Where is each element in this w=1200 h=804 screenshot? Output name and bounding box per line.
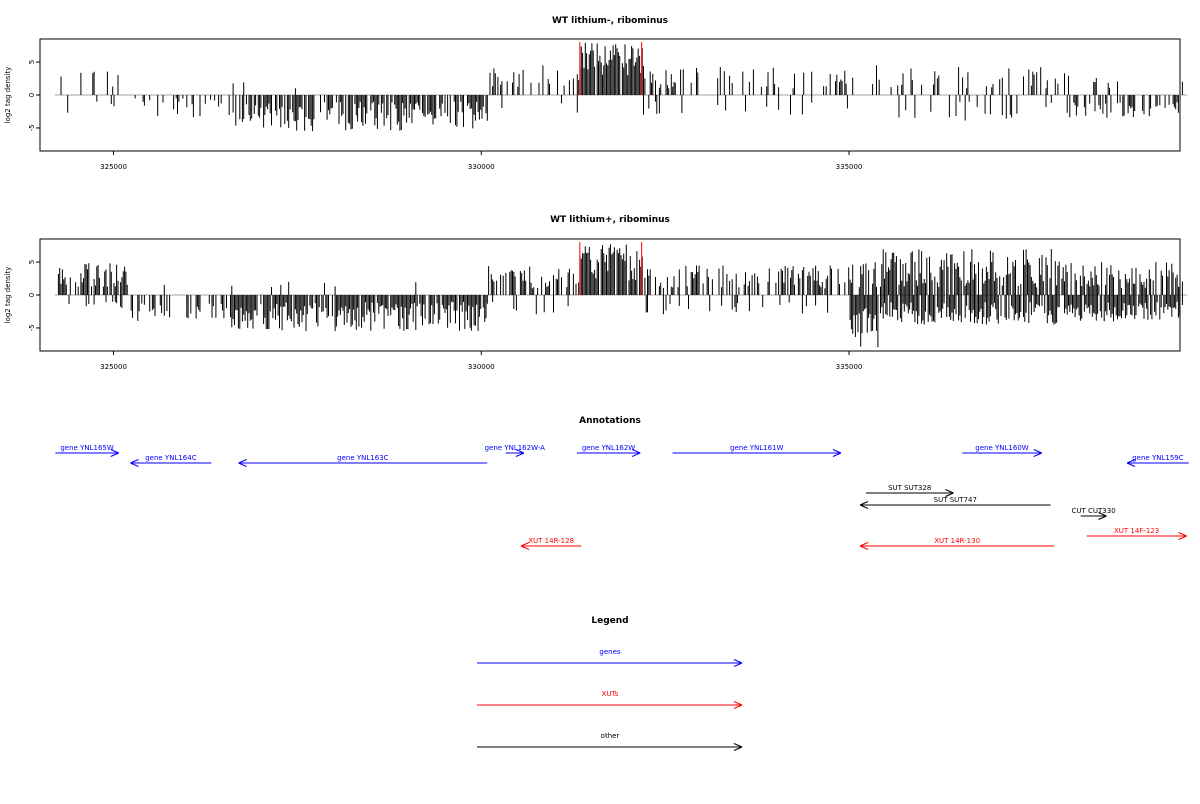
feature-label: XUT 14R-130 [934,537,980,545]
legend-title: Legend [591,616,628,626]
legend-arrow-genes [477,659,743,667]
feature-label: gene YNL160W [975,444,1028,452]
feature-label: gene YNL165W [60,444,113,452]
feature-arrow-gene-ynl160w [962,449,1042,457]
feature-arrow-gene-ynl164c [130,459,212,467]
feature-label: SUT SUT328 [888,484,931,492]
y-tick-label: 5 [28,260,36,264]
x-tick-label: 335000 [836,163,863,171]
legend-label: XUTs [602,690,619,698]
density-bars-plus [60,42,1183,95]
panel-1: WT lithium-, ribominus log2 tag density … [4,16,1188,171]
feature-arrow-gene-ynl163c [238,459,488,467]
density-bars-minus [68,295,1183,348]
y-tick-label: -5 [28,124,36,131]
x-tick-label: 330000 [468,163,495,171]
panel-1-ylabel: log2 tag density [4,67,12,124]
y-tick-label: 0 [28,293,36,297]
feature-label: gene YNL163C [337,454,388,462]
feature-arrow-gene-ynl162w-a [505,449,525,457]
feature-arrow-gene-ynl165w [55,449,119,457]
density-bars-plus [57,244,1183,295]
feature-arrow-gene-ynl161w [672,449,842,457]
panel-2: WT lithium+, ribominus log2 tag density … [4,215,1188,371]
density-bars-minus [67,95,1179,132]
legend-arrow-other [477,743,743,751]
feature-label: XUT 14F-123 [1114,527,1159,535]
feature-arrow-sut-sut328 [865,489,954,497]
x-tick-label: 330000 [468,363,495,371]
feature-arrow-xut-14r-130 [859,542,1055,550]
annotations-panel: Annotations gene YNL165W gene YNL164C gene… [55,416,1189,550]
panel-1-title: WT lithium-, ribominus [552,16,668,26]
feature-arrow-sut-sut747 [859,501,1051,509]
feature-arrow-gene-ynl162w [576,449,641,457]
feature-label: gene YNL164C [145,454,196,462]
y-tick-label: 5 [28,60,36,64]
legend-label: genes [599,648,620,656]
feature-arrow-xut-14f-123 [1086,532,1187,540]
feature-label: gene YNL161W [730,444,783,452]
legend-arrow-xuts [477,701,743,709]
feature-label: CUT CUT330 [1071,507,1115,515]
x-tick-label: 325000 [100,163,127,171]
feature-label: XUT 14R-128 [528,537,574,545]
feature-arrow-cut-cut330 [1080,512,1107,520]
panel-2-title: WT lithium+, ribominus [550,215,670,225]
legend-label: other [601,732,620,740]
feature-label: SUT SUT747 [934,496,977,504]
feature-arrow-xut-14r-128 [520,542,582,550]
x-tick-label: 335000 [836,363,863,371]
feature-label: gene YNL162W [582,444,635,452]
y-tick-label: 0 [28,93,36,97]
annotations-title: Annotations [579,416,641,426]
y-tick-label: -5 [28,324,36,331]
panel-2-ylabel: log2 tag density [4,267,12,324]
x-tick-label: 325000 [100,363,127,371]
feature-label: gene YNL159C [1132,454,1183,462]
feature-arrow-gene-ynl159c [1126,459,1189,467]
feature-label: gene YNL162W-A [485,444,546,452]
legend: Legend genes XUTs other [477,616,743,751]
